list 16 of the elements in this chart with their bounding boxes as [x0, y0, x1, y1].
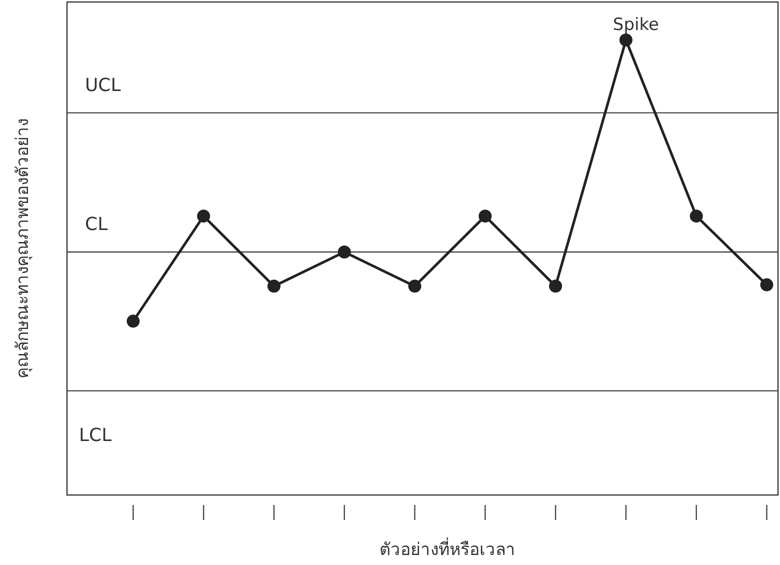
point [760, 278, 774, 292]
point [408, 280, 422, 293]
ref-line-label: LCL [79, 424, 112, 446]
point [690, 210, 703, 223]
x-axis-title: ตัวอย่างที่หรือเวลา [380, 537, 516, 560]
point [126, 314, 140, 328]
point [619, 33, 632, 46]
point [478, 210, 492, 223]
ref-line-label: UCL [85, 74, 121, 96]
point [549, 280, 562, 293]
ref-line-label: CL [85, 214, 108, 236]
point [197, 210, 210, 223]
annotation: Spike [612, 14, 659, 35]
point [267, 280, 280, 293]
y-axis-title: คุณลักษณะทางคุณภาพของตัวอย่าง [13, 118, 33, 378]
point [338, 246, 351, 259]
